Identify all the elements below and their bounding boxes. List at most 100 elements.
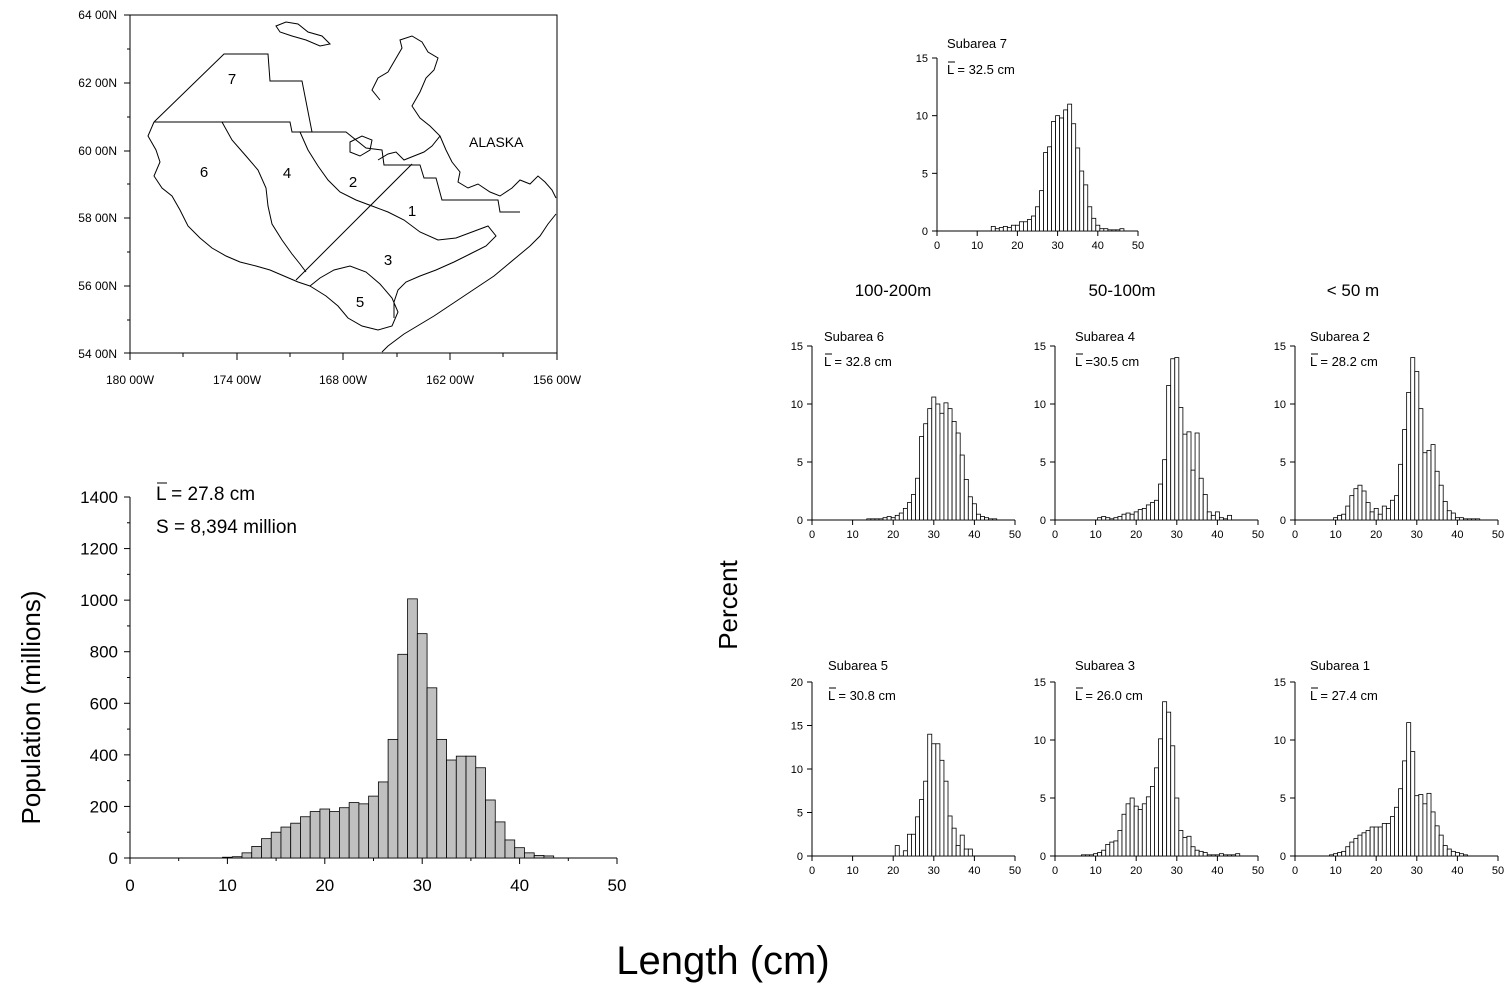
histogram-bar: [1341, 850, 1347, 857]
histogram-bar: [943, 780, 949, 857]
histogram-bar: [339, 807, 350, 859]
histogram-bar: [1210, 514, 1216, 521]
histogram-bar: [1390, 499, 1395, 521]
x-tick-label: 10: [1329, 529, 1341, 541]
histogram-bar: [1145, 504, 1151, 521]
subarea-number: 1: [408, 203, 416, 220]
histogram-bar: [1035, 206, 1040, 232]
histogram-bar: [915, 816, 920, 857]
histogram-bar: [1450, 512, 1456, 521]
histogram-bar: [1442, 845, 1448, 857]
histogram-bar: [1381, 823, 1387, 857]
y-tick-label: 15: [1034, 677, 1046, 689]
x-tick-label: 30: [1411, 529, 1423, 541]
histogram-bar: [988, 518, 994, 521]
histogram-bar: [1463, 854, 1468, 857]
y-tick-label: 15: [1274, 341, 1286, 353]
y-tick-label: 0: [797, 515, 803, 527]
histogram-bar: [1162, 459, 1168, 521]
histogram-bar: [919, 799, 925, 857]
histogram-bar: [943, 402, 949, 521]
histogram-bar: [1206, 511, 1212, 521]
histogram-bar: [1067, 103, 1073, 232]
histogram-bar: [1107, 229, 1113, 232]
histogram-bar: [992, 518, 998, 521]
histogram-bar: [902, 507, 908, 521]
histogram-bar: [251, 845, 262, 859]
histogram-bar: [280, 826, 292, 859]
histogram-bar: [446, 759, 457, 859]
histogram-bar: [1079, 170, 1085, 232]
x-tick-label: 50: [1132, 240, 1144, 252]
histogram-bar: [1166, 711, 1172, 857]
histogram-bar: [1337, 852, 1343, 857]
histogram-bar: [1182, 433, 1188, 521]
lon-ticks: [129, 353, 558, 360]
histogram-bar: [911, 833, 916, 857]
x-tick-label: 30: [413, 876, 432, 895]
northern-boundary: [154, 121, 520, 213]
histogram-bar: [1099, 228, 1105, 232]
histogram-bar: [1223, 854, 1228, 857]
x-tick-label: 10: [846, 865, 858, 877]
histogram-bar: [1206, 854, 1212, 857]
histogram-bar: [1063, 109, 1069, 232]
histogram-bar: [976, 513, 981, 521]
x-tick-label: 20: [1130, 529, 1142, 541]
histogram-bar: [1373, 826, 1379, 857]
histogram-bar: [1129, 797, 1135, 857]
histogram-bar: [1101, 516, 1107, 521]
x-tick-label: 20: [1130, 865, 1142, 877]
histogram-bar: [1111, 229, 1117, 232]
histogram-bar: [290, 822, 301, 859]
x-tick-label: 40: [968, 865, 980, 877]
histogram-bar: [1422, 803, 1428, 857]
y-tick-label: 10: [1274, 399, 1286, 411]
histogram-bar: [1190, 469, 1196, 521]
lon-tick-label: 162 00W: [426, 373, 475, 387]
histogram-bar: [1365, 502, 1371, 521]
panel-title: Subarea 1: [1310, 658, 1370, 673]
100m-contour: [221, 121, 307, 273]
histogram-bar: [919, 436, 925, 521]
histogram-bar: [1186, 431, 1192, 521]
histogram-bar: [1394, 806, 1399, 857]
y-tick-label: 10: [916, 111, 928, 123]
histogram-bar: [348, 802, 360, 859]
histogram-bar: [504, 839, 516, 859]
histogram-bar: [951, 827, 957, 857]
histogram-bar: [1154, 499, 1159, 521]
x-tick-label: 0: [809, 529, 815, 541]
histogram-bar: [358, 803, 370, 859]
x-tick-label: 30: [1051, 240, 1063, 252]
histogram-bar: [935, 743, 941, 857]
y-tick-label: 0: [1280, 851, 1286, 863]
histogram-bar: [1349, 841, 1355, 857]
mean-length-annotation: L = 32.5 cm: [947, 62, 1015, 77]
histogram-bar: [407, 598, 418, 859]
histogram-bar: [967, 496, 973, 521]
histogram-bar: [1361, 490, 1367, 521]
histogram-bar: [1150, 786, 1155, 857]
histogram-bar: [1341, 513, 1347, 521]
histogram-bar: [955, 432, 961, 521]
histogram-bar: [1091, 217, 1097, 232]
histogram-bar: [1113, 840, 1119, 857]
y-tick-label: 5: [1040, 793, 1046, 805]
histogram-bar: [955, 845, 961, 857]
histogram-bar: [866, 518, 872, 521]
histogram-bar: [1137, 809, 1143, 857]
histogram-bar: [907, 833, 912, 857]
histogram-bar: [1394, 495, 1399, 521]
histogram-bar: [1438, 834, 1444, 857]
x-tick-label: 0: [934, 240, 940, 252]
histogram-bar: [1446, 510, 1452, 521]
histogram-bar: [1365, 830, 1371, 857]
histogram-bar: [1418, 794, 1424, 857]
histogram-bar: [1459, 517, 1464, 521]
histogram-bar: [1087, 206, 1093, 232]
histogram-bar: [927, 733, 933, 857]
shelf-edge-contour: [147, 121, 311, 287]
histogram-bar: [1093, 853, 1099, 857]
